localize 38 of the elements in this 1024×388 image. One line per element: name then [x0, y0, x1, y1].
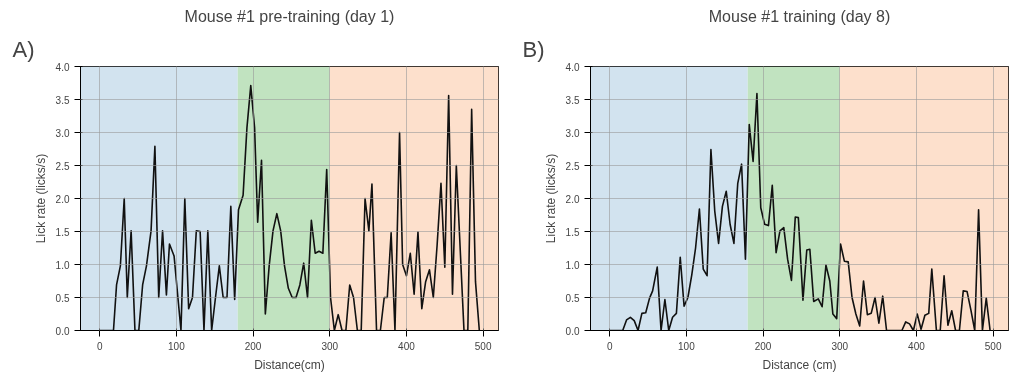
y-axis-title: Lick rate (licks/s) [33, 153, 48, 244]
chart-title: Mouse #1 training (day 8) [708, 7, 891, 25]
y-tick-label: 2.0 [55, 193, 70, 205]
y-axis-title: Lick rate (licks/s) [543, 153, 558, 244]
y-tick-label: 1.0 [55, 259, 70, 271]
y-tick-label: 1.5 [55, 226, 70, 238]
y-tick-label: 1.5 [565, 226, 580, 238]
y-tick-label: 4.0 [565, 61, 580, 73]
x-tick-label: 100 [168, 340, 186, 352]
x-tick-label: 0 [606, 340, 613, 352]
y-tick-label: 3.5 [55, 94, 70, 106]
x-tick-label: 200 [754, 340, 772, 352]
x-tick-label: 200 [244, 340, 262, 352]
x-tick-label: 400 [398, 340, 416, 352]
y-tick-label: 0.5 [55, 292, 70, 304]
x-tick-label: 0 [96, 340, 103, 352]
text: B) [522, 36, 545, 62]
y-tick-label: 3.0 [565, 127, 580, 139]
chart-title: Mouse #1 pre-training (day 1) [184, 7, 395, 25]
x-tick-label: 100 [678, 340, 696, 352]
y-tick-label: 2.5 [565, 160, 580, 172]
x-tick-label: 300 [831, 340, 849, 352]
y-tick-label: 0.5 [565, 292, 580, 304]
y-tick-label: 3.5 [565, 94, 580, 106]
x-tick-label: 300 [321, 340, 339, 352]
x-tick-label: 400 [908, 340, 926, 352]
x-axis-title: Distance(cm) [254, 357, 325, 372]
y-tick-label: 0.0 [55, 325, 70, 337]
y-tick-label: 0.0 [565, 325, 580, 337]
y-tick-label: 3.0 [55, 127, 70, 139]
x-axis-title: Distance (cm) [762, 357, 837, 372]
y-tick-label: 2.5 [55, 160, 70, 172]
y-tick-label: 2.0 [565, 193, 580, 205]
text: A) [12, 36, 35, 62]
y-tick-label: 4.0 [55, 61, 70, 73]
x-tick-label: 500 [984, 340, 1002, 352]
x-tick-label: 500 [474, 340, 492, 352]
y-tick-label: 1.0 [565, 259, 580, 271]
